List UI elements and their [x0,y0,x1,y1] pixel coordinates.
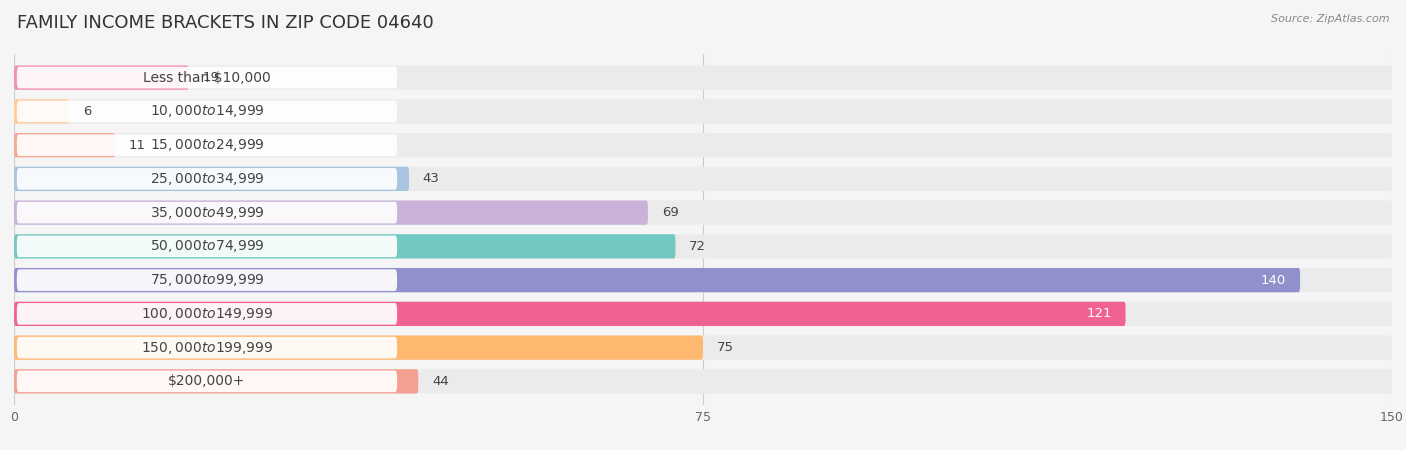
Text: 75: 75 [717,341,734,354]
FancyBboxPatch shape [14,268,1392,292]
Text: $100,000 to $149,999: $100,000 to $149,999 [141,306,273,322]
Text: $150,000 to $199,999: $150,000 to $199,999 [141,340,273,356]
Text: $15,000 to $24,999: $15,000 to $24,999 [149,137,264,153]
Text: 72: 72 [689,240,706,253]
Text: FAMILY INCOME BRACKETS IN ZIP CODE 04640: FAMILY INCOME BRACKETS IN ZIP CODE 04640 [17,14,433,32]
FancyBboxPatch shape [14,166,409,191]
Text: $75,000 to $99,999: $75,000 to $99,999 [149,272,264,288]
FancyBboxPatch shape [17,202,396,223]
Text: Source: ZipAtlas.com: Source: ZipAtlas.com [1271,14,1389,23]
Text: 19: 19 [202,71,219,84]
FancyBboxPatch shape [14,133,115,157]
Text: 140: 140 [1261,274,1286,287]
FancyBboxPatch shape [14,99,1392,123]
FancyBboxPatch shape [14,268,1301,292]
FancyBboxPatch shape [17,303,396,325]
FancyBboxPatch shape [14,369,418,393]
FancyBboxPatch shape [14,201,648,225]
FancyBboxPatch shape [14,234,675,258]
FancyBboxPatch shape [14,133,1392,157]
FancyBboxPatch shape [14,336,703,360]
Text: 11: 11 [129,139,146,152]
FancyBboxPatch shape [14,302,1126,326]
FancyBboxPatch shape [14,65,1392,90]
FancyBboxPatch shape [14,369,1392,393]
FancyBboxPatch shape [14,234,1392,258]
Text: $200,000+: $200,000+ [169,374,246,388]
FancyBboxPatch shape [17,100,396,122]
FancyBboxPatch shape [14,99,69,123]
FancyBboxPatch shape [17,235,396,257]
Text: $25,000 to $34,999: $25,000 to $34,999 [149,171,264,187]
FancyBboxPatch shape [17,269,396,291]
FancyBboxPatch shape [17,168,396,189]
Text: 43: 43 [423,172,440,185]
Text: $50,000 to $74,999: $50,000 to $74,999 [149,238,264,254]
FancyBboxPatch shape [14,166,1392,191]
Text: $10,000 to $14,999: $10,000 to $14,999 [149,104,264,119]
FancyBboxPatch shape [17,67,396,88]
Text: 44: 44 [432,375,449,388]
Text: 6: 6 [83,105,91,118]
Text: Less than $10,000: Less than $10,000 [143,71,271,85]
Text: 121: 121 [1087,307,1112,320]
FancyBboxPatch shape [17,371,396,392]
Text: $35,000 to $49,999: $35,000 to $49,999 [149,205,264,220]
FancyBboxPatch shape [14,65,188,90]
FancyBboxPatch shape [17,134,396,156]
FancyBboxPatch shape [17,337,396,358]
FancyBboxPatch shape [14,201,1392,225]
FancyBboxPatch shape [14,336,1392,360]
Text: 69: 69 [662,206,679,219]
FancyBboxPatch shape [14,302,1392,326]
